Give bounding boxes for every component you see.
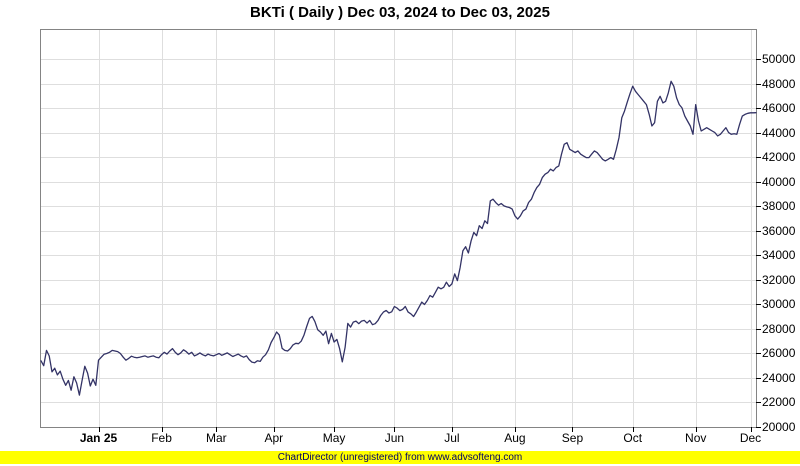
y-axis-label: 20000 [762,420,796,434]
y-axis-label: 24000 [762,370,796,385]
y-axis-label: 30000 [762,297,796,312]
y-axis-label: 38000 [762,199,796,214]
x-axis-label: Jan 25 [79,431,118,445]
x-axis-label: Jun [384,431,405,445]
y-axis-label: 44000 [762,125,796,140]
x-axis-label: Oct [623,431,643,445]
y-axis-label: 46000 [762,101,796,116]
y-axis-label: 48000 [762,76,796,91]
x-axis-label: Aug [504,431,526,445]
y-axis-label: 28000 [762,321,796,336]
y-axis-label: 32000 [762,272,796,287]
y-axis-label: 36000 [762,223,796,238]
footer-banner: ChartDirector (unregistered) from www.ad… [0,451,800,464]
plot-border [40,29,757,428]
x-axis-label: Sep [561,431,584,445]
x-axis-label: Mar [205,431,227,445]
y-axis-label: 42000 [762,150,796,165]
x-axis-label: Dec [739,431,762,445]
x-axis-label: Nov [685,431,707,445]
x-axis-label: Feb [151,431,172,445]
x-axis-label: May [322,431,346,445]
x-axis-label: Jul [444,431,460,445]
chart-title: BKTi ( Daily ) Dec 03, 2024 to Dec 03, 2… [250,4,550,21]
x-axis-label: Apr [264,431,284,445]
y-axis-label: 34000 [762,248,796,263]
y-axis-label: 26000 [762,346,796,361]
y-axis-label: 40000 [762,174,796,189]
y-axis-label: 22000 [762,395,796,410]
footer-text: ChartDirector (unregistered) from www.ad… [277,452,523,463]
y-axis-label: 50000 [762,52,796,67]
price-line [40,80,757,396]
